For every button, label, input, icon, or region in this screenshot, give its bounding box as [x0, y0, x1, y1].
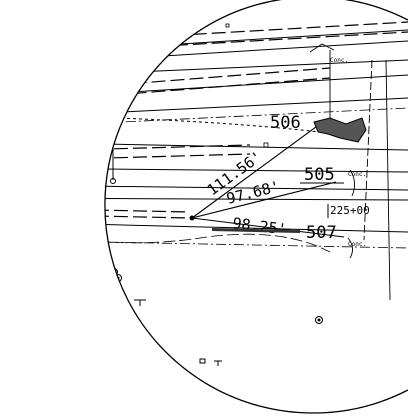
curb-corner: [347, 237, 353, 259]
curb-corner: [309, 43, 335, 53]
concrete-label: Conc.: [330, 57, 348, 64]
survey-marker: [263, 142, 269, 148]
road-edge-line: [104, 167, 408, 173]
drawing-content: PC Sta 223+62.40 111.56' 97.68' 98.25' 5…: [96, 21, 408, 366]
road-edge-line: [104, 59, 408, 79]
concrete-label: Conc.: [348, 241, 366, 248]
dashed-lane-line: [104, 144, 251, 153]
survey-line-507: [191, 217, 345, 238]
ground-contour: [104, 231, 331, 253]
station-225-label: 225+00: [330, 204, 370, 217]
dashed-lane-line: [104, 207, 191, 213]
survey-line-505: [191, 181, 337, 219]
road-edge-line: [104, 239, 408, 249]
curb-strip: [212, 228, 300, 233]
distance-label-3: 98.25': [232, 214, 288, 238]
curb-line: [363, 59, 373, 241]
concrete-patch: [313, 117, 367, 143]
dashed-lane-line: [104, 77, 331, 105]
dashed-lane-line: [104, 31, 408, 53]
road-edge-line: [104, 97, 408, 119]
concrete-label: Conc.: [348, 171, 366, 178]
station-label: PC Sta 223+62.40: [96, 37, 111, 162]
alignment-curve: [114, 117, 321, 133]
road-edge-line: [104, 221, 408, 233]
dashed-lane-line: [104, 153, 251, 162]
dashed-lane-line: [104, 67, 331, 95]
road-edge-line: [104, 40, 408, 67]
curb-corner: [349, 169, 355, 197]
road-edge-line: [104, 29, 408, 56]
point-507-label: 507: [306, 223, 337, 243]
instrument-point: [189, 215, 195, 221]
dashed-lane-line: [104, 21, 408, 43]
road-edge-line: [104, 107, 408, 129]
tree-symbols: [105, 264, 323, 324]
road-edge-line: [104, 74, 408, 101]
curb-line: [385, 59, 391, 301]
utility-symbol: [199, 358, 222, 366]
station-point-marker: [110, 178, 116, 184]
road-edge-line: [104, 184, 408, 191]
road-edge-line: [104, 197, 408, 201]
road-edge-line: [104, 141, 408, 151]
viewport-circle: [104, 0, 408, 414]
point-506-label: 506: [270, 113, 301, 133]
survey-marker: [225, 23, 230, 28]
point-505-label: 505: [304, 165, 335, 185]
survey-line-506: [191, 123, 321, 219]
sign-symbol: [134, 299, 146, 306]
dashed-lane-line: [104, 213, 191, 219]
